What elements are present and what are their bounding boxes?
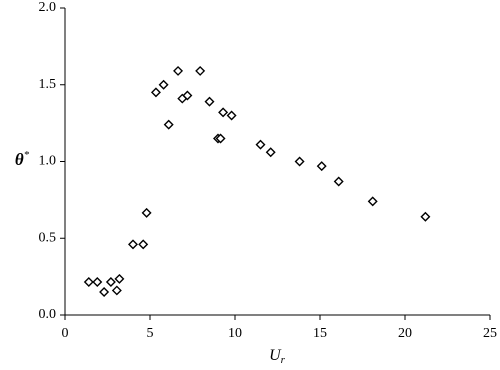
y-tick-label: 2.0 (39, 0, 57, 15)
point (316, 161, 327, 172)
point (333, 176, 344, 187)
y-label-text: θ (15, 150, 24, 169)
point (215, 133, 226, 144)
point (158, 79, 169, 90)
point (255, 139, 266, 150)
x-label-sub: r (281, 354, 286, 366)
point (218, 107, 229, 118)
point (83, 277, 94, 287)
x-tick-label: 10 (228, 326, 242, 341)
y-axis-label: θ* (15, 149, 30, 169)
y-tick-label: 0.5 (39, 230, 57, 245)
point (420, 211, 431, 222)
point (92, 277, 103, 287)
point (204, 96, 215, 107)
point (99, 286, 110, 297)
point (195, 65, 206, 76)
point (182, 90, 193, 101)
point (128, 239, 138, 250)
x-label-text: U (269, 347, 282, 364)
y-tick-label: 1.5 (39, 77, 57, 92)
point (294, 156, 305, 167)
x-tick-label: 25 (483, 326, 497, 341)
point (163, 119, 174, 130)
point (367, 196, 378, 207)
x-axis-label: Ur (269, 347, 286, 366)
x-tick-label: 15 (313, 326, 327, 341)
point (150, 87, 161, 98)
x-tick-label: 20 (398, 326, 412, 341)
point (141, 207, 152, 218)
y-tick-label: 0.0 (39, 307, 57, 322)
y-label-sup: * (24, 149, 30, 161)
point (111, 285, 122, 296)
point (105, 277, 116, 287)
point (265, 147, 276, 158)
x-tick-label: 5 (147, 326, 154, 341)
point (114, 273, 125, 284)
y-tick-label: 1.0 (39, 154, 57, 169)
point (226, 110, 237, 121)
x-tick-label: 0 (62, 326, 69, 341)
point (173, 65, 184, 76)
point (138, 239, 149, 250)
